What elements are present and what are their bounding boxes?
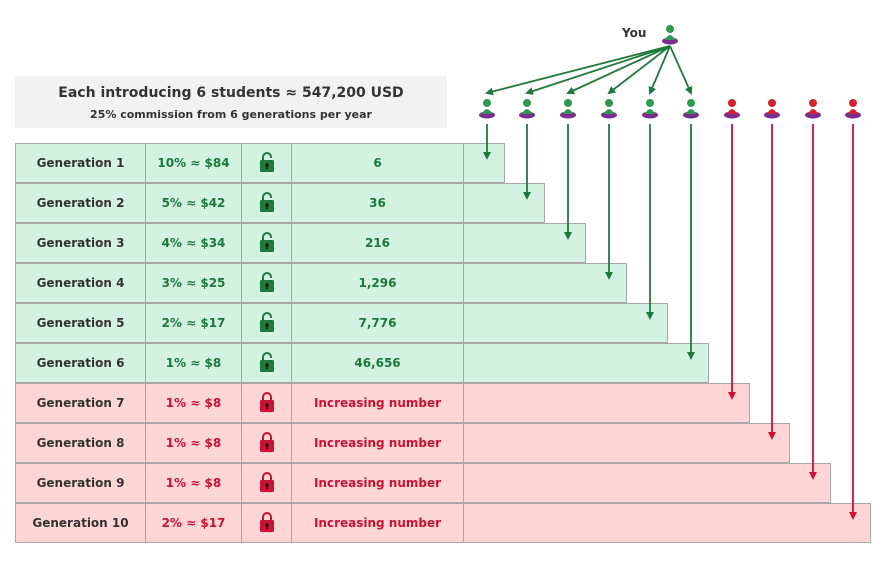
commission-value: 2% ≈ $17 — [145, 503, 242, 543]
lock-open-icon — [241, 143, 292, 183]
commission-value: 1% ≈ $8 — [145, 423, 242, 463]
table-row: Generation 8 1% ≈ $8 Increasing number — [15, 423, 790, 463]
generation-step-bar — [463, 503, 871, 543]
table-row: Generation 3 4% ≈ $34 216 — [15, 223, 586, 263]
connector-arrow — [566, 45, 671, 95]
generation-step-bar — [463, 143, 505, 183]
generation-label: Generation 6 — [15, 343, 146, 383]
connector-arrow — [485, 45, 671, 96]
table-row: Generation 6 1% ≈ $8 46,656 — [15, 343, 709, 383]
generation-step-bar — [463, 263, 627, 303]
commission-value: 5% ≈ $42 — [145, 183, 242, 223]
generation-step-bar — [463, 383, 750, 423]
student-count: Increasing number — [291, 463, 464, 503]
generation-label: Generation 3 — [15, 223, 146, 263]
student-icon — [601, 99, 617, 119]
generation-step-bar — [463, 423, 790, 463]
commission-value: 4% ≈ $34 — [145, 223, 242, 263]
commission-value: 2% ≈ $17 — [145, 303, 242, 343]
generation-label: Generation 10 — [15, 503, 146, 543]
you-label: You — [622, 26, 647, 40]
student-count: 46,656 — [291, 343, 464, 383]
generation-label: Generation 1 — [15, 143, 146, 183]
table-row: Generation 4 3% ≈ $25 1,296 — [15, 263, 627, 303]
you-person-icon — [662, 25, 678, 45]
table-row: Generation 10 2% ≈ $17 Increasing number — [15, 503, 871, 543]
connector-arrow — [525, 45, 671, 95]
table-row: Generation 2 5% ≈ $42 36 — [15, 183, 545, 223]
student-icon — [479, 99, 495, 119]
student-icon — [519, 99, 535, 119]
student-count: 36 — [291, 183, 464, 223]
table-row: Generation 1 10% ≈ $84 6 — [15, 143, 505, 183]
generation-step-bar — [463, 343, 709, 383]
generation-label: Generation 2 — [15, 183, 146, 223]
lock-closed-icon — [241, 383, 292, 423]
student-count: Increasing number — [291, 423, 464, 463]
commission-value: 1% ≈ $8 — [145, 343, 242, 383]
generation-label: Generation 4 — [15, 263, 146, 303]
lock-open-icon — [241, 303, 292, 343]
generation-label: Generation 5 — [15, 303, 146, 343]
student-icon — [560, 99, 576, 119]
locked-student-icon — [724, 99, 740, 119]
locked-student-icon — [805, 99, 821, 119]
generation-step-bar — [463, 303, 668, 343]
generation-label: Generation 9 — [15, 463, 146, 503]
header-box: Each introducing 6 students ≈ 547,200 US… — [15, 76, 447, 128]
table-row: Generation 5 2% ≈ $17 7,776 — [15, 303, 668, 343]
commission-value: 1% ≈ $8 — [145, 383, 242, 423]
locked-student-icon — [764, 99, 780, 119]
header-subtitle: 25% commission from 6 generations per ye… — [90, 108, 372, 121]
header-title: Each introducing 6 students ≈ 547,200 US… — [58, 85, 404, 101]
generation-step-bar — [463, 183, 545, 223]
student-count: Increasing number — [291, 503, 464, 543]
locked-student-icon — [845, 99, 861, 119]
student-count: 1,296 — [291, 263, 464, 303]
student-count: Increasing number — [291, 383, 464, 423]
student-count: 6 — [291, 143, 464, 183]
generation-label: Generation 7 — [15, 383, 146, 423]
table-row: Generation 7 1% ≈ $8 Increasing number — [15, 383, 750, 423]
generation-label: Generation 8 — [15, 423, 146, 463]
lock-open-icon — [241, 223, 292, 263]
lock-closed-icon — [241, 423, 292, 463]
commission-value: 3% ≈ $25 — [145, 263, 242, 303]
student-icon — [683, 99, 699, 119]
student-count: 216 — [291, 223, 464, 263]
connector-arrow — [607, 45, 671, 95]
generation-step-bar — [463, 223, 586, 263]
student-icon — [642, 99, 658, 119]
table-row: Generation 9 1% ≈ $8 Increasing number — [15, 463, 831, 503]
lock-open-icon — [241, 263, 292, 303]
connector-arrow — [648, 45, 671, 95]
connector-arrow — [669, 45, 693, 95]
lock-open-icon — [241, 183, 292, 223]
lock-open-icon — [241, 343, 292, 383]
student-count: 7,776 — [291, 303, 464, 343]
generation-step-bar — [463, 463, 831, 503]
commission-value: 1% ≈ $8 — [145, 463, 242, 503]
